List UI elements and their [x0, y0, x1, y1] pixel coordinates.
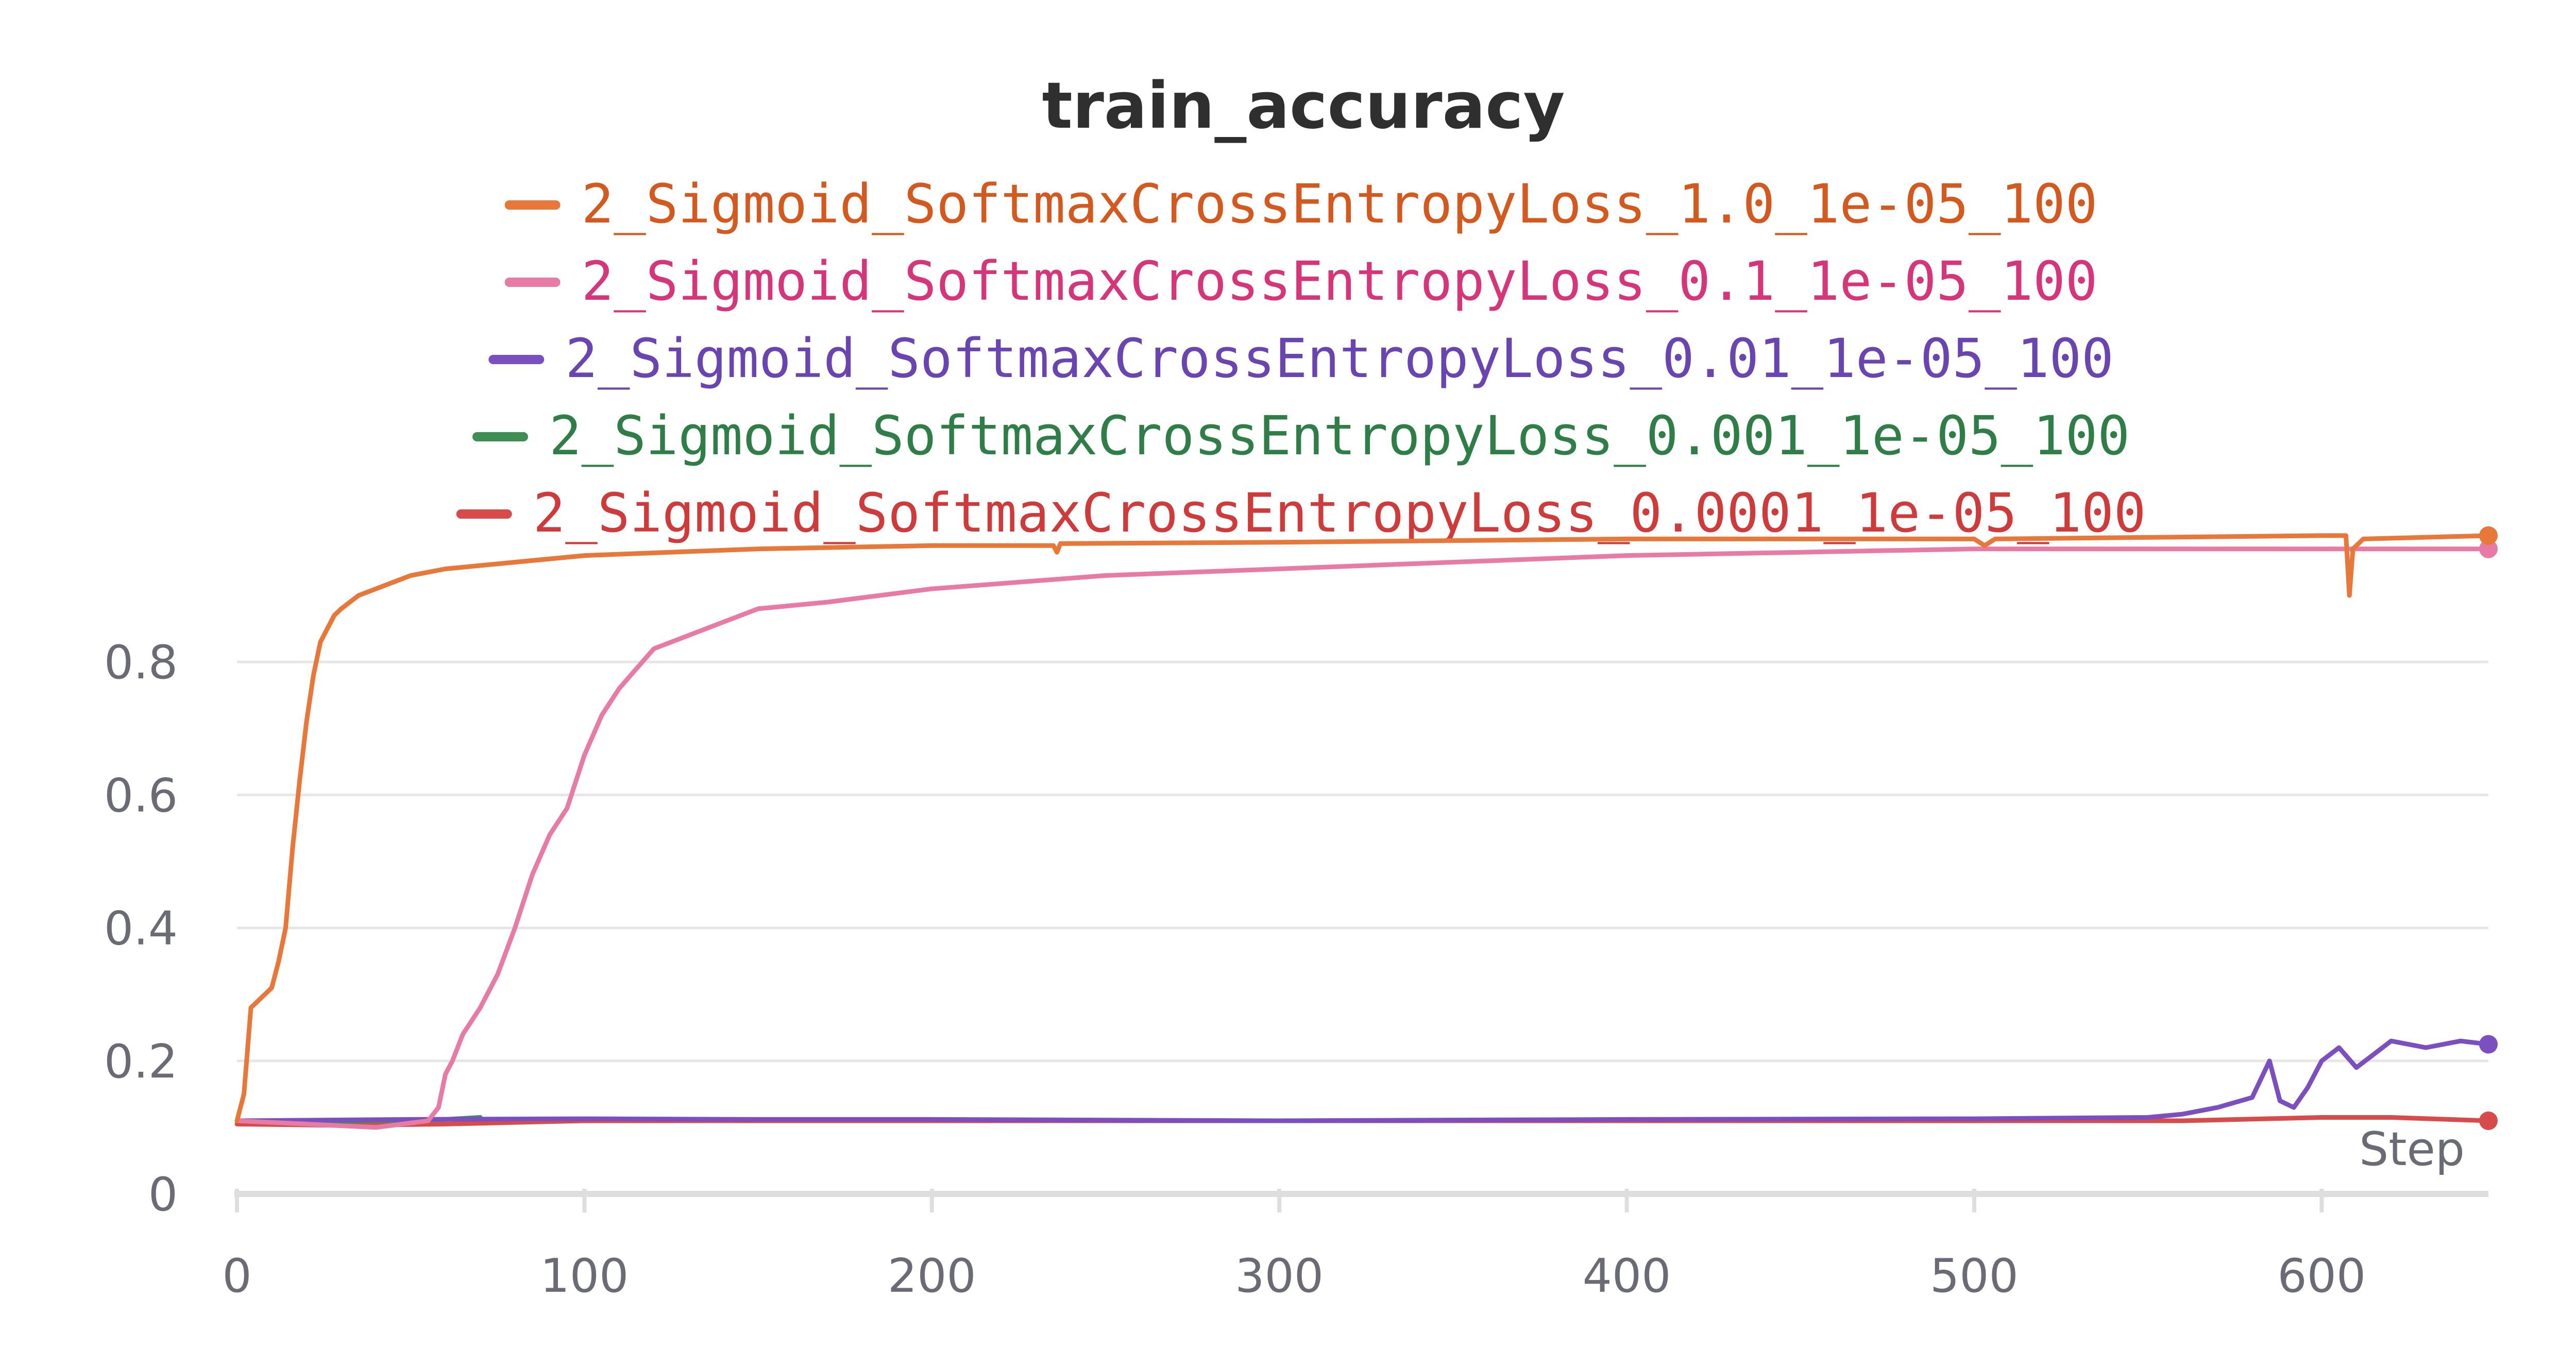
legend-item[interactable]: 2_Sigmoid_SoftmaxCrossEntropyLoss_0.0001… [456, 482, 2146, 544]
legend: 2_Sigmoid_SoftmaxCrossEntropyLoss_1.0_1e… [456, 173, 2146, 544]
x-tick-label: 400 [1583, 1249, 1671, 1303]
axes: 0 0.2 0.4 0.6 0.8 0 100 200 300 400 500 600 [104, 636, 2488, 1303]
series-end-marker [2479, 539, 2498, 558]
legend-label: 2_Sigmoid_SoftmaxCrossEntropyLoss_0.1_1e… [582, 250, 2098, 313]
y-tick-label: 0 [148, 1168, 178, 1222]
x-tick-label: 300 [1235, 1249, 1324, 1303]
series-layer [234, 526, 2498, 1130]
series-end-marker [2479, 1035, 2498, 1054]
legend-item[interactable]: 2_Sigmoid_SoftmaxCrossEntropyLoss_1.0_1e… [504, 173, 2098, 235]
series-line [234, 1038, 2491, 1123]
x-axis-label: Step [2359, 1122, 2465, 1176]
chart-title: train_accuracy [1042, 69, 1565, 143]
legend-item[interactable]: 2_Sigmoid_SoftmaxCrossEntropyLoss_0.01_1… [488, 327, 2114, 390]
y-tick-label: 0.8 [104, 636, 178, 690]
series-line [234, 533, 2491, 1123]
legend-item[interactable]: 2_Sigmoid_SoftmaxCrossEntropyLoss_0.001_… [472, 404, 2130, 467]
y-tick-label: 0.6 [104, 768, 178, 823]
series-line [234, 546, 2491, 1130]
y-tick-label: 0.4 [104, 902, 178, 956]
gridlines [237, 660, 2488, 1063]
series-end-marker [2479, 526, 2498, 545]
x-tick-label: 500 [1930, 1249, 2019, 1303]
x-tick-label: 600 [2277, 1249, 2366, 1303]
x-tick-label: 0 [222, 1249, 251, 1303]
y-tick-label: 0.2 [104, 1035, 178, 1089]
legend-label: 2_Sigmoid_SoftmaxCrossEntropyLoss_0.001_… [549, 404, 2130, 467]
legend-item[interactable]: 2_Sigmoid_SoftmaxCrossEntropyLoss_0.1_1e… [504, 250, 2098, 313]
legend-label: 2_Sigmoid_SoftmaxCrossEntropyLoss_0.0001… [533, 482, 2146, 544]
series-end-marker [2479, 1111, 2498, 1130]
legend-label: 2_Sigmoid_SoftmaxCrossEntropyLoss_1.0_1e… [582, 173, 2098, 235]
x-tick-label: 200 [888, 1249, 976, 1303]
legend-label: 2_Sigmoid_SoftmaxCrossEntropyLoss_0.01_1… [565, 327, 2113, 390]
x-tick-label: 100 [540, 1249, 629, 1303]
